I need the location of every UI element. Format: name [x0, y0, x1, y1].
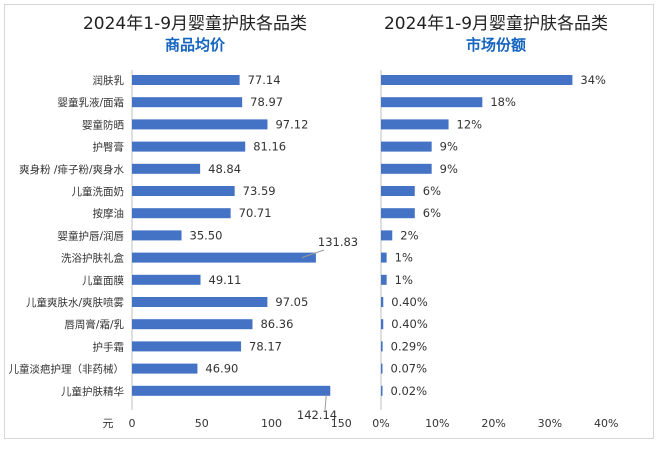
category-label-7: 婴童护唇/润唇 — [57, 229, 124, 242]
right-value-label-9: 1% — [395, 273, 413, 287]
category-label-11: 唇周膏/霜/乳 — [64, 318, 124, 331]
right-value-label-1: 18% — [490, 95, 516, 109]
left-x-unit: 元 — [103, 417, 114, 430]
category-label-6: 按摩油 — [93, 207, 125, 220]
left-value-label-11: 86.36 — [260, 317, 293, 331]
left-chart-title: 2024年1-9月婴童护肤各品类 — [83, 14, 307, 34]
left-bar-9 — [132, 274, 201, 285]
category-label-13: 儿童淡疤护理（非药械） — [9, 363, 125, 376]
right-value-label-12: 0.29% — [391, 339, 428, 353]
right-value-label-11: 0.40% — [391, 317, 428, 331]
right-value-label-8: 1% — [395, 251, 413, 265]
category-label-8: 洗浴护肤礼盒 — [61, 252, 124, 265]
category-label-10: 儿童爽肤水/爽肤喷雾 — [26, 296, 125, 309]
category-label-5: 儿童洗面奶 — [72, 185, 125, 198]
right-value-label-2: 12% — [457, 117, 483, 131]
left-leader-line-14 — [324, 394, 327, 411]
category-label-12: 护手霜 — [93, 340, 125, 353]
left-value-label-12: 78.17 — [249, 339, 282, 353]
left-value-label-2: 97.12 — [275, 117, 308, 131]
right-bar-4 — [381, 163, 432, 174]
left-value-label-8: 131.83 — [318, 235, 358, 249]
right-bar-5 — [381, 186, 415, 196]
left-bar-5 — [132, 186, 235, 196]
left-x-tick-2: 100 — [261, 417, 282, 430]
left-bar-2 — [132, 119, 268, 130]
right-value-label-10: 0.40% — [391, 295, 428, 309]
left-value-label-1: 78.97 — [250, 95, 283, 109]
right-value-label-5: 6% — [423, 184, 441, 198]
left-value-label-7: 35.50 — [190, 228, 223, 242]
left-bar-10 — [132, 297, 268, 307]
category-label-3: 护臀膏 — [93, 141, 125, 154]
right-value-label-4: 9% — [440, 162, 458, 176]
right-plot: 34% 18% 12% 9% 9% 6% 6% 2% 1% 1% 0.40% 0.40% 0.29% 0.… — [372, 70, 618, 430]
left-bar-13 — [132, 363, 198, 374]
right-bar-11 — [381, 319, 384, 330]
left-value-label-3: 81.16 — [253, 140, 286, 154]
right-x-tick-3: 30% — [538, 417, 562, 430]
left-x-tick-0: 0 — [129, 417, 136, 430]
left-value-label-9: 49.11 — [209, 273, 242, 287]
right-value-label-14: 0.02% — [391, 384, 428, 398]
category-label-9: 儿童面膜 — [82, 274, 124, 287]
left-value-label-5: 73.59 — [243, 184, 276, 198]
right-bar-2 — [381, 119, 449, 130]
right-value-label-0: 34% — [580, 73, 606, 87]
right-bar-10 — [381, 297, 384, 307]
right-bar-3 — [381, 141, 432, 152]
left-bar-12 — [132, 341, 242, 352]
left-bar-3 — [132, 141, 246, 152]
right-chart-title: 2024年1-9月婴童护肤各品类 — [384, 14, 608, 34]
right-value-label-13: 0.07% — [391, 362, 428, 376]
chart-frame — [4, 4, 654, 439]
right-value-label-7: 2% — [400, 228, 418, 242]
right-x-tick-4: 40% — [594, 417, 618, 430]
left-bar-14 — [132, 385, 331, 396]
right-bar-1 — [381, 97, 483, 108]
category-label-4: 爽身粉 /痱子粉/爽身水 — [19, 163, 124, 176]
left-leader-line-8 — [301, 249, 325, 259]
category-label-2: 婴童防晒 — [82, 118, 124, 131]
left-bar-0 — [132, 75, 240, 85]
left-value-label-14: 142.14 — [297, 408, 337, 422]
right-bar-0 — [381, 75, 573, 85]
left-bar-11 — [132, 319, 253, 330]
right-bar-14 — [381, 385, 383, 396]
left-chart-subtitle: 商品均价 — [165, 36, 226, 54]
right-bar-8 — [381, 252, 387, 263]
left-value-label-4: 48.84 — [208, 162, 241, 176]
right-value-label-6: 6% — [423, 206, 441, 220]
category-label-14: 儿童护肤精华 — [61, 385, 124, 398]
left-bar-8 — [132, 252, 316, 263]
left-value-label-6: 70.71 — [239, 206, 272, 220]
left-bar-4 — [132, 163, 201, 174]
right-x-tick-1: 10% — [425, 417, 449, 430]
left-value-label-13: 46.90 — [205, 362, 238, 376]
right-bar-13 — [381, 363, 383, 374]
right-bar-12 — [381, 341, 383, 352]
right-bar-9 — [381, 274, 387, 285]
right-x-tick-0: 0% — [372, 417, 389, 430]
right-chart-subtitle: 市场份额 — [466, 36, 526, 54]
left-value-label-0: 77.14 — [248, 73, 281, 87]
category-label-1: 婴童乳液/面霜 — [57, 96, 124, 109]
left-x-tick-1: 50 — [195, 417, 209, 430]
left-x-tick-3: 150 — [331, 417, 352, 430]
left-bar-7 — [132, 230, 182, 241]
right-x-tick-2: 20% — [481, 417, 505, 430]
right-bar-6 — [381, 208, 415, 219]
right-bar-7 — [381, 230, 393, 241]
left-bar-6 — [132, 208, 231, 219]
left-value-label-10: 97.05 — [275, 295, 308, 309]
category-label-0: 润肤乳 — [93, 74, 125, 87]
left-bar-1 — [132, 97, 243, 108]
right-value-label-3: 9% — [440, 140, 458, 154]
